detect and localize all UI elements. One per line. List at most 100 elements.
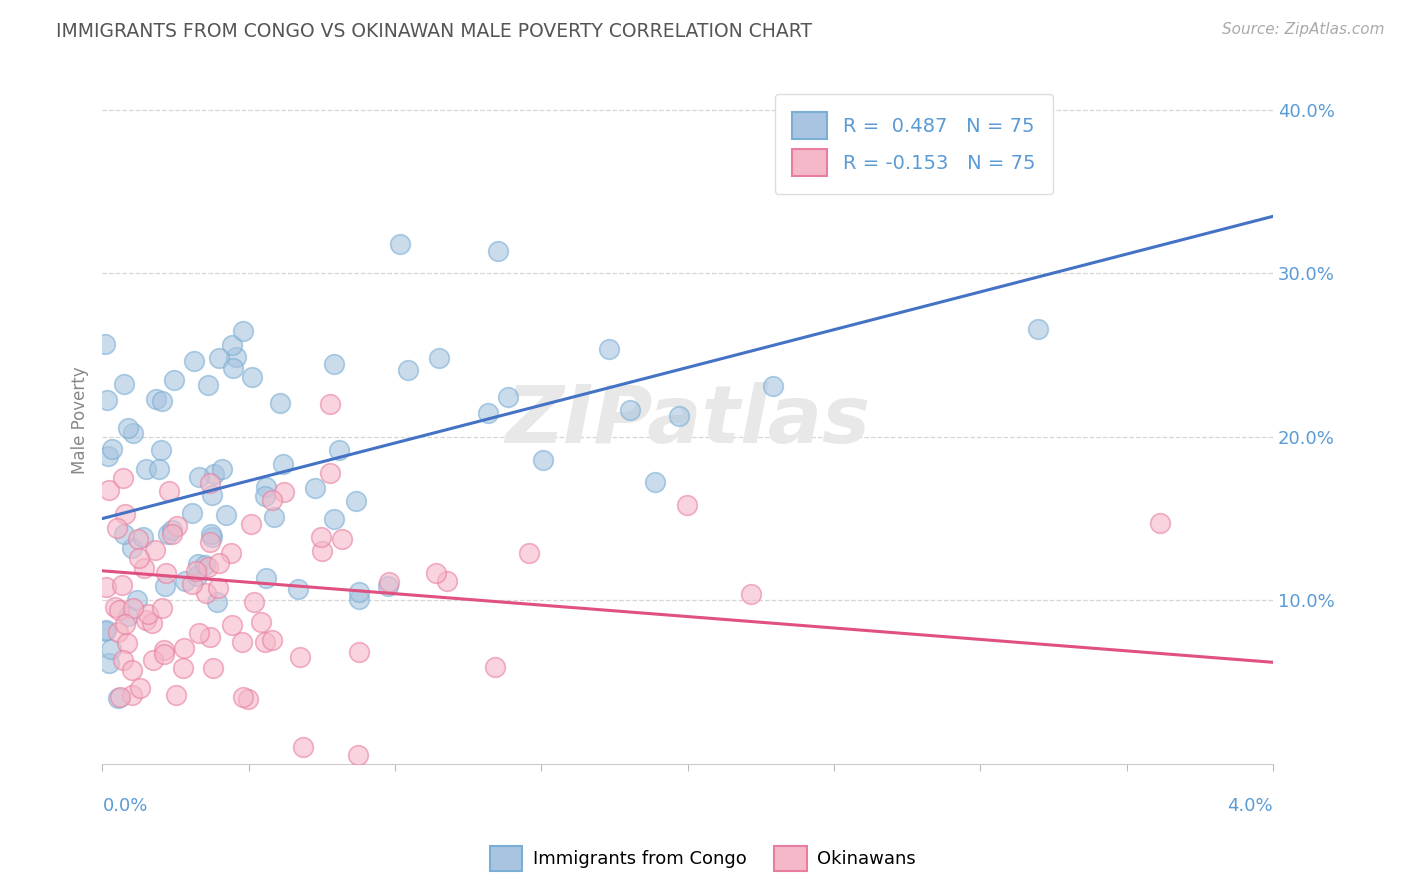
Point	[188, 470, 211, 484]
Point	[129, 681, 152, 695]
Point	[269, 396, 291, 410]
Point	[187, 557, 209, 571]
Point	[121, 541, 143, 555]
Point	[323, 512, 346, 526]
Point	[97, 483, 120, 497]
Point	[484, 659, 506, 673]
Point	[201, 530, 224, 544]
Point	[231, 635, 253, 649]
Point	[186, 568, 208, 582]
Point	[287, 582, 309, 596]
Point	[156, 527, 179, 541]
Point	[427, 351, 450, 366]
Point	[740, 587, 762, 601]
Point	[221, 618, 243, 632]
Point	[619, 402, 641, 417]
Point	[128, 551, 150, 566]
Point	[207, 557, 229, 571]
Point	[160, 523, 183, 537]
Point	[344, 493, 367, 508]
Point	[304, 482, 326, 496]
Point	[531, 453, 554, 467]
Point	[323, 357, 346, 371]
Point	[153, 643, 176, 657]
Text: 4.0%: 4.0%	[1227, 797, 1272, 814]
Point	[96, 393, 118, 408]
Point	[143, 543, 166, 558]
Point	[117, 608, 139, 623]
Point	[197, 560, 219, 574]
Point	[181, 506, 204, 520]
Point	[676, 498, 699, 512]
Point	[135, 613, 157, 627]
Point	[1149, 516, 1171, 530]
Point	[436, 574, 458, 588]
Point	[122, 425, 145, 440]
Point	[347, 748, 370, 763]
Point	[132, 530, 155, 544]
Point	[163, 373, 186, 387]
Point	[107, 521, 129, 535]
Point	[173, 640, 195, 655]
Point	[273, 484, 295, 499]
Point	[115, 636, 138, 650]
Point	[254, 481, 277, 495]
Point	[240, 370, 263, 384]
Point	[97, 449, 120, 463]
Point	[598, 342, 620, 356]
Point	[318, 397, 340, 411]
Point	[150, 443, 173, 458]
Point	[114, 616, 136, 631]
Point	[236, 692, 259, 706]
Point	[215, 508, 238, 523]
Point	[219, 546, 242, 560]
Point	[100, 641, 122, 656]
Point	[107, 624, 129, 639]
Text: IMMIGRANTS FROM CONGO VS OKINAWAN MALE POVERTY CORRELATION CHART: IMMIGRANTS FROM CONGO VS OKINAWAN MALE P…	[56, 22, 813, 41]
Point	[135, 462, 157, 476]
Point	[112, 527, 135, 541]
Point	[125, 593, 148, 607]
Point	[141, 616, 163, 631]
Point	[225, 350, 247, 364]
Point	[388, 237, 411, 252]
Point	[249, 615, 271, 629]
Point	[221, 360, 243, 375]
Point	[668, 409, 690, 423]
Point	[157, 484, 180, 499]
Point	[108, 690, 131, 704]
Point	[377, 579, 399, 593]
Point	[208, 351, 231, 366]
Point	[142, 653, 165, 667]
Point	[97, 656, 120, 670]
Point	[232, 325, 254, 339]
Point	[319, 467, 342, 481]
Point	[262, 633, 284, 648]
Point	[172, 661, 194, 675]
Point	[111, 653, 134, 667]
Point	[111, 578, 134, 592]
Point	[183, 354, 205, 368]
Point	[271, 457, 294, 471]
Point	[127, 532, 149, 546]
Point	[195, 586, 218, 600]
Point	[347, 585, 370, 599]
Point	[644, 475, 666, 489]
Point	[263, 510, 285, 524]
Point	[232, 690, 254, 704]
Point	[260, 493, 283, 508]
Point	[186, 564, 208, 578]
Point	[198, 631, 221, 645]
Point	[243, 594, 266, 608]
Point	[200, 535, 222, 549]
Point	[152, 648, 174, 662]
Point	[240, 517, 263, 532]
Point	[254, 635, 277, 649]
Point	[207, 582, 229, 596]
Point	[107, 691, 129, 706]
Point	[211, 462, 233, 476]
Point	[311, 543, 333, 558]
Point	[150, 601, 173, 615]
Point	[202, 661, 225, 675]
Point	[108, 602, 131, 616]
